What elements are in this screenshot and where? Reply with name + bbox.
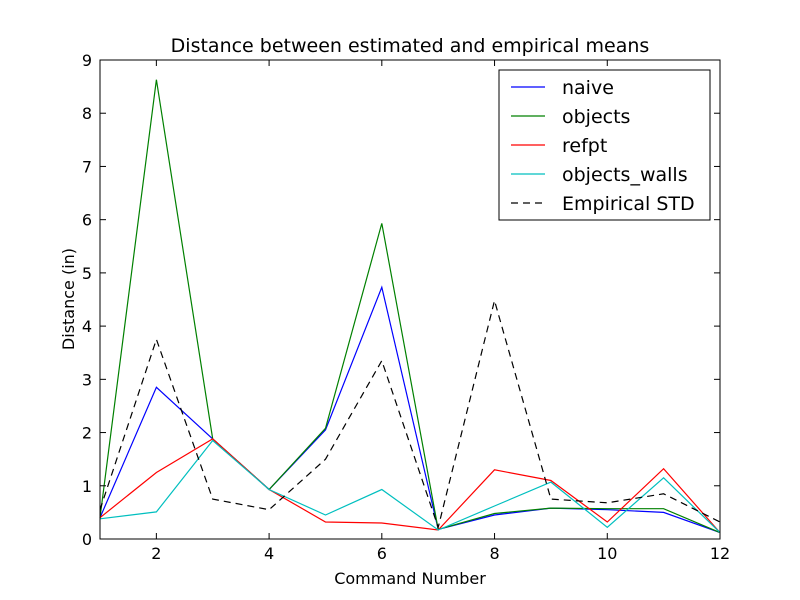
y-tick-label: 7 [82, 157, 92, 176]
series-line-objects [99, 79, 721, 534]
series-line-objects-walls [99, 439, 721, 534]
y-tick-label: 0 [82, 530, 92, 549]
y-tick-label: 6 [82, 211, 92, 230]
legend-label: naive [562, 77, 614, 99]
chart-title: Distance between estimated and empirical… [171, 35, 650, 57]
x-tick-label: 2 [151, 544, 161, 563]
legend-label: objects_walls [562, 164, 688, 186]
y-tick-label: 5 [82, 264, 92, 283]
plot-area [99, 79, 721, 534]
y-axis-label: Distance (in) [59, 248, 78, 350]
legend-label: Empirical STD [562, 193, 695, 215]
x-tick-label: 6 [377, 544, 387, 563]
x-tick-label: 12 [710, 544, 730, 563]
legend: naive objects refpt objects_walls Empirical … [498, 69, 711, 221]
series-line-naive [99, 285, 721, 534]
series-line-refpt [99, 438, 721, 533]
legend-label: objects [562, 106, 630, 128]
y-tick-label: 2 [82, 424, 92, 443]
x-tick-label: 10 [597, 544, 617, 563]
legend-label: refpt [562, 135, 607, 157]
x-tick-label: 8 [489, 544, 499, 563]
y-tick-label: 4 [82, 317, 92, 336]
y-tick-label: 8 [82, 104, 92, 123]
y-tick-label: 1 [82, 477, 92, 496]
x-axis-label: Command Number [334, 569, 486, 588]
y-tick-label: 3 [82, 370, 92, 389]
x-tick-label: 4 [264, 544, 274, 563]
y-tick-label: 9 [82, 51, 92, 70]
series-line-empirical-std [99, 298, 721, 530]
axes-frame [99, 59, 721, 540]
